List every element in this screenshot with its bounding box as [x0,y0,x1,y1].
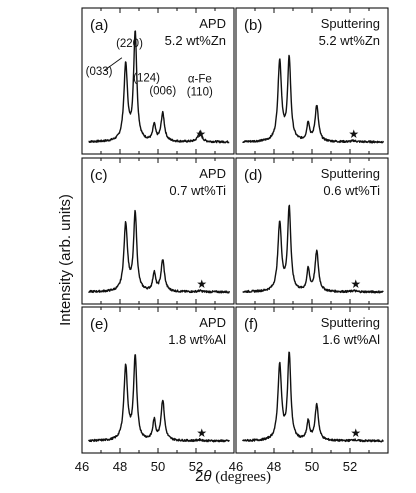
panel-tag: (e) [90,316,108,333]
panel-tag: (b) [244,17,262,34]
alpha-fe-star-icon: ★ [196,277,207,291]
panel-tag: (f) [244,316,258,333]
peak-annotation: (124) [133,73,160,85]
alpha-fe-star-icon: ★ [350,277,361,291]
panel-method: APD [199,16,226,31]
x-tick-label: 52 [343,459,357,474]
x-tick-label: 46 [75,459,89,474]
spectrum-d [242,204,384,294]
alpha-fe-star-icon: ★ [196,426,207,440]
alpha-fe-star-icon: ★ [195,127,206,141]
annotation-leader-line [103,57,123,72]
panel-d: ★ (d) Sputtering 0.6 wt%Ti [235,157,389,305]
panel-c: ★ (c) APD 0.7 wt%Ti [81,157,235,305]
x-tick-label: 48 [113,459,127,474]
panel-composition: 5.2 wt%Zn [165,33,226,48]
panel-tag: (c) [90,167,108,184]
spectrum-e [88,354,230,443]
panel-f: ★ (f) Sputtering 1.6 wt%Al [235,306,389,454]
x-axis-label-symbol: θ [203,468,211,485]
peak-annotation: α-Fe [188,74,212,86]
panel-tag: (d) [244,167,262,184]
x-tick-label: 48 [267,459,281,474]
peak-annotation: (033) [86,66,113,78]
spectrum-c [88,209,230,294]
alpha-fe-star-icon: ★ [348,127,359,141]
panel-composition: 0.6 wt%Ti [323,183,380,198]
panel-method: Sputtering [321,166,380,181]
panel-grid: ★ (a) APD 5.2 wt%Zn (220) (033) (124)(006) α-Fe… [81,7,389,454]
peak-annotation: (220) [116,38,143,50]
panel-tag: (a) [90,17,108,34]
x-tick-label: 52 [189,459,203,474]
panel-e: ★ (e) APD 1.8 wt%Al [81,306,235,454]
x-axis-label-suffix: (degrees) [211,469,271,485]
panel-method: Sputtering [321,16,380,31]
y-axis-label: Intensity (arb. units) [57,194,74,326]
x-axis-label-prefix: 2 [195,468,203,485]
panel-a: ★ (a) APD 5.2 wt%Zn (220) (033) (124)(006) α-Fe… [81,7,235,155]
x-axis-ticks: 46 48 50 52 46 48 50 52 [75,459,357,474]
panel-composition: 1.6 wt%Al [322,332,380,347]
x-tick-label: 50 [305,459,319,474]
x-tick-label: 46 [229,459,243,474]
spectrum-a [88,30,230,144]
x-axis-label: 2θ (degrees) [195,468,271,485]
spectrum-b [242,54,384,144]
panel-method: APD [199,166,226,181]
panel-composition: 1.8 wt%Al [168,332,226,347]
panel-b: ★ (b) Sputtering 5.2 wt%Zn [235,7,389,155]
spectrum-f [242,351,384,443]
panel-method: Sputtering [321,315,380,330]
x-tick-label: 50 [151,459,165,474]
peak-annotation: (110) [187,87,213,99]
peak-annotation: (006) [149,85,176,97]
alpha-fe-star-icon: ★ [350,426,361,440]
panel-composition: 0.7 wt%Ti [169,183,226,198]
panel-composition: 5.2 wt%Zn [319,33,380,48]
panel-method: APD [199,315,226,330]
